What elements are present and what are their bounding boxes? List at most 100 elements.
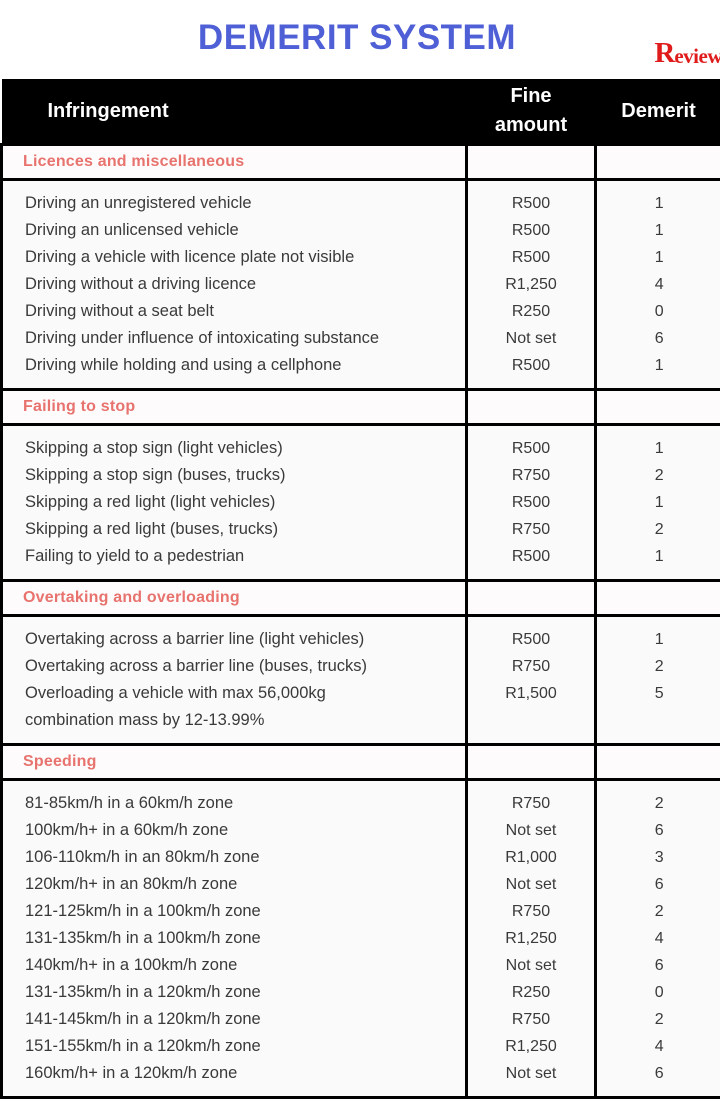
- table-row-cell: Skipping a stop sign (light vehicles): [3, 435, 465, 462]
- table-row-cell: R1,250: [468, 1033, 594, 1060]
- logo-letter-r: R: [654, 41, 674, 66]
- title-band: DEMERIT SYSTEM R eview: [0, 0, 720, 79]
- section-rows-group: Skipping a stop sign (light vehicles) Ski…: [2, 425, 720, 581]
- logo-word-review: eview: [674, 46, 720, 67]
- section-title: Failing to stop: [2, 390, 467, 425]
- table-row-cell: R500: [468, 543, 594, 570]
- table-row-cell: combination mass by 12-13.99%: [3, 707, 465, 734]
- table-row-cell: R500: [468, 435, 594, 462]
- table-row-cell: Overtaking across a barrier line (light …: [3, 626, 465, 653]
- table-row-cell: R250: [468, 979, 594, 1006]
- table-row-cell: 0: [597, 979, 720, 1006]
- table-row-cell: Driving without a seat belt: [3, 298, 465, 325]
- table-row-cell: R750: [468, 653, 594, 680]
- table-row-cell: Not set: [468, 1060, 594, 1087]
- column-header-infringement: Infringement: [2, 79, 467, 145]
- section-header-row: Licences and miscellaneous: [2, 145, 720, 180]
- table-row-cell: Not set: [468, 952, 594, 979]
- table-row-cell: 2: [597, 790, 720, 817]
- table-row-cell: 131-135km/h in a 120km/h zone: [3, 979, 465, 1006]
- table-row-cell: Driving under influence of intoxicating …: [3, 325, 465, 352]
- table-row-cell: 106-110km/h in an 80km/h zone: [3, 844, 465, 871]
- section-rows-group: Overtaking across a barrier line (light …: [2, 616, 720, 745]
- table-row-cell: 1: [597, 435, 720, 462]
- table-row-cell: [468, 707, 594, 734]
- table-row-cell: 2: [597, 653, 720, 680]
- table-row-cell: R500: [468, 217, 594, 244]
- table-row-cell: Driving an unlicensed vehicle: [3, 217, 465, 244]
- table-row-cell: 4: [597, 925, 720, 952]
- section-fine-cell: [467, 745, 596, 780]
- table-row-cell: 121-125km/h in a 100km/h zone: [3, 898, 465, 925]
- table-row-cell: 5: [597, 680, 720, 707]
- table-row-cell: R1,000: [468, 844, 594, 871]
- section-header-row: Failing to stop: [2, 390, 720, 425]
- demerit-table: Infringement Fine amount Demerit Licence…: [0, 79, 720, 1099]
- table-row-cell: Driving without a driving licence: [3, 271, 465, 298]
- table-row-cell: 100km/h+ in a 60km/h zone: [3, 817, 465, 844]
- section-fine-cell: [467, 581, 596, 616]
- table-row-cell: 3: [597, 844, 720, 871]
- table-row-cell: 2: [597, 516, 720, 543]
- table-row-cell: R500: [468, 244, 594, 271]
- column-header-fine-line2: amount: [495, 114, 567, 136]
- table-row-cell: Skipping a red light (light vehicles): [3, 489, 465, 516]
- table-row-cell: 6: [597, 871, 720, 898]
- table-row-cell: 1: [597, 244, 720, 271]
- table-row-cell: R750: [468, 1006, 594, 1033]
- section-header-row: Speeding: [2, 745, 720, 780]
- table-row-cell: Not set: [468, 817, 594, 844]
- section-demerit-cell: [596, 581, 720, 616]
- table-row-cell: R1,500: [468, 680, 594, 707]
- infringement-column-cell: Overtaking across a barrier line (light …: [2, 616, 467, 745]
- table-row-cell: 2: [597, 462, 720, 489]
- column-header-fine-line1: Fine: [510, 85, 551, 107]
- table-row-cell: 1: [597, 217, 720, 244]
- table-row-cell: 120km/h+ in an 80km/h zone: [3, 871, 465, 898]
- table-row-cell: 131-135km/h in a 100km/h zone: [3, 925, 465, 952]
- table-row-cell: 140km/h+ in a 100km/h zone: [3, 952, 465, 979]
- table-row-cell: 1: [597, 489, 720, 516]
- table-row-cell: 6: [597, 325, 720, 352]
- table-row-cell: 6: [597, 1060, 720, 1087]
- section-title: Licences and miscellaneous: [2, 145, 467, 180]
- table-row-cell: 4: [597, 271, 720, 298]
- table-row-cell: 1: [597, 190, 720, 217]
- table-row-cell: Failing to yield to a pedestrian: [3, 543, 465, 570]
- section-demerit-cell: [596, 745, 720, 780]
- section-demerit-cell: [596, 145, 720, 180]
- table-row-cell: R500: [468, 190, 594, 217]
- table-row-cell: 2: [597, 1006, 720, 1033]
- table-row-cell: Driving while holding and using a cellph…: [3, 352, 465, 379]
- column-header-demerit: Demerit: [596, 79, 720, 145]
- table-row-cell: R500: [468, 626, 594, 653]
- table-row-cell: 141-145km/h in a 120km/h zone: [3, 1006, 465, 1033]
- table-row-cell: 1: [597, 543, 720, 570]
- table-row-cell: R750: [468, 516, 594, 543]
- section-demerit-cell: [596, 390, 720, 425]
- table-row-cell: R750: [468, 790, 594, 817]
- table-row-cell: Driving an unregistered vehicle: [3, 190, 465, 217]
- table-row-cell: 2: [597, 898, 720, 925]
- infringement-column-cell: Skipping a stop sign (light vehicles) Ski…: [2, 425, 467, 581]
- table-row-cell: R500: [468, 352, 594, 379]
- column-header-fine-amount: Fine amount: [467, 79, 596, 145]
- section-title: Overtaking and overloading: [2, 581, 467, 616]
- page-title: DEMERIT SYSTEM: [0, 18, 720, 58]
- table-row-cell: 151-155km/h in a 120km/h zone: [3, 1033, 465, 1060]
- table-row-cell: R1,250: [468, 271, 594, 298]
- table-row-cell: 0: [597, 298, 720, 325]
- section-header-row: Overtaking and overloading: [2, 581, 720, 616]
